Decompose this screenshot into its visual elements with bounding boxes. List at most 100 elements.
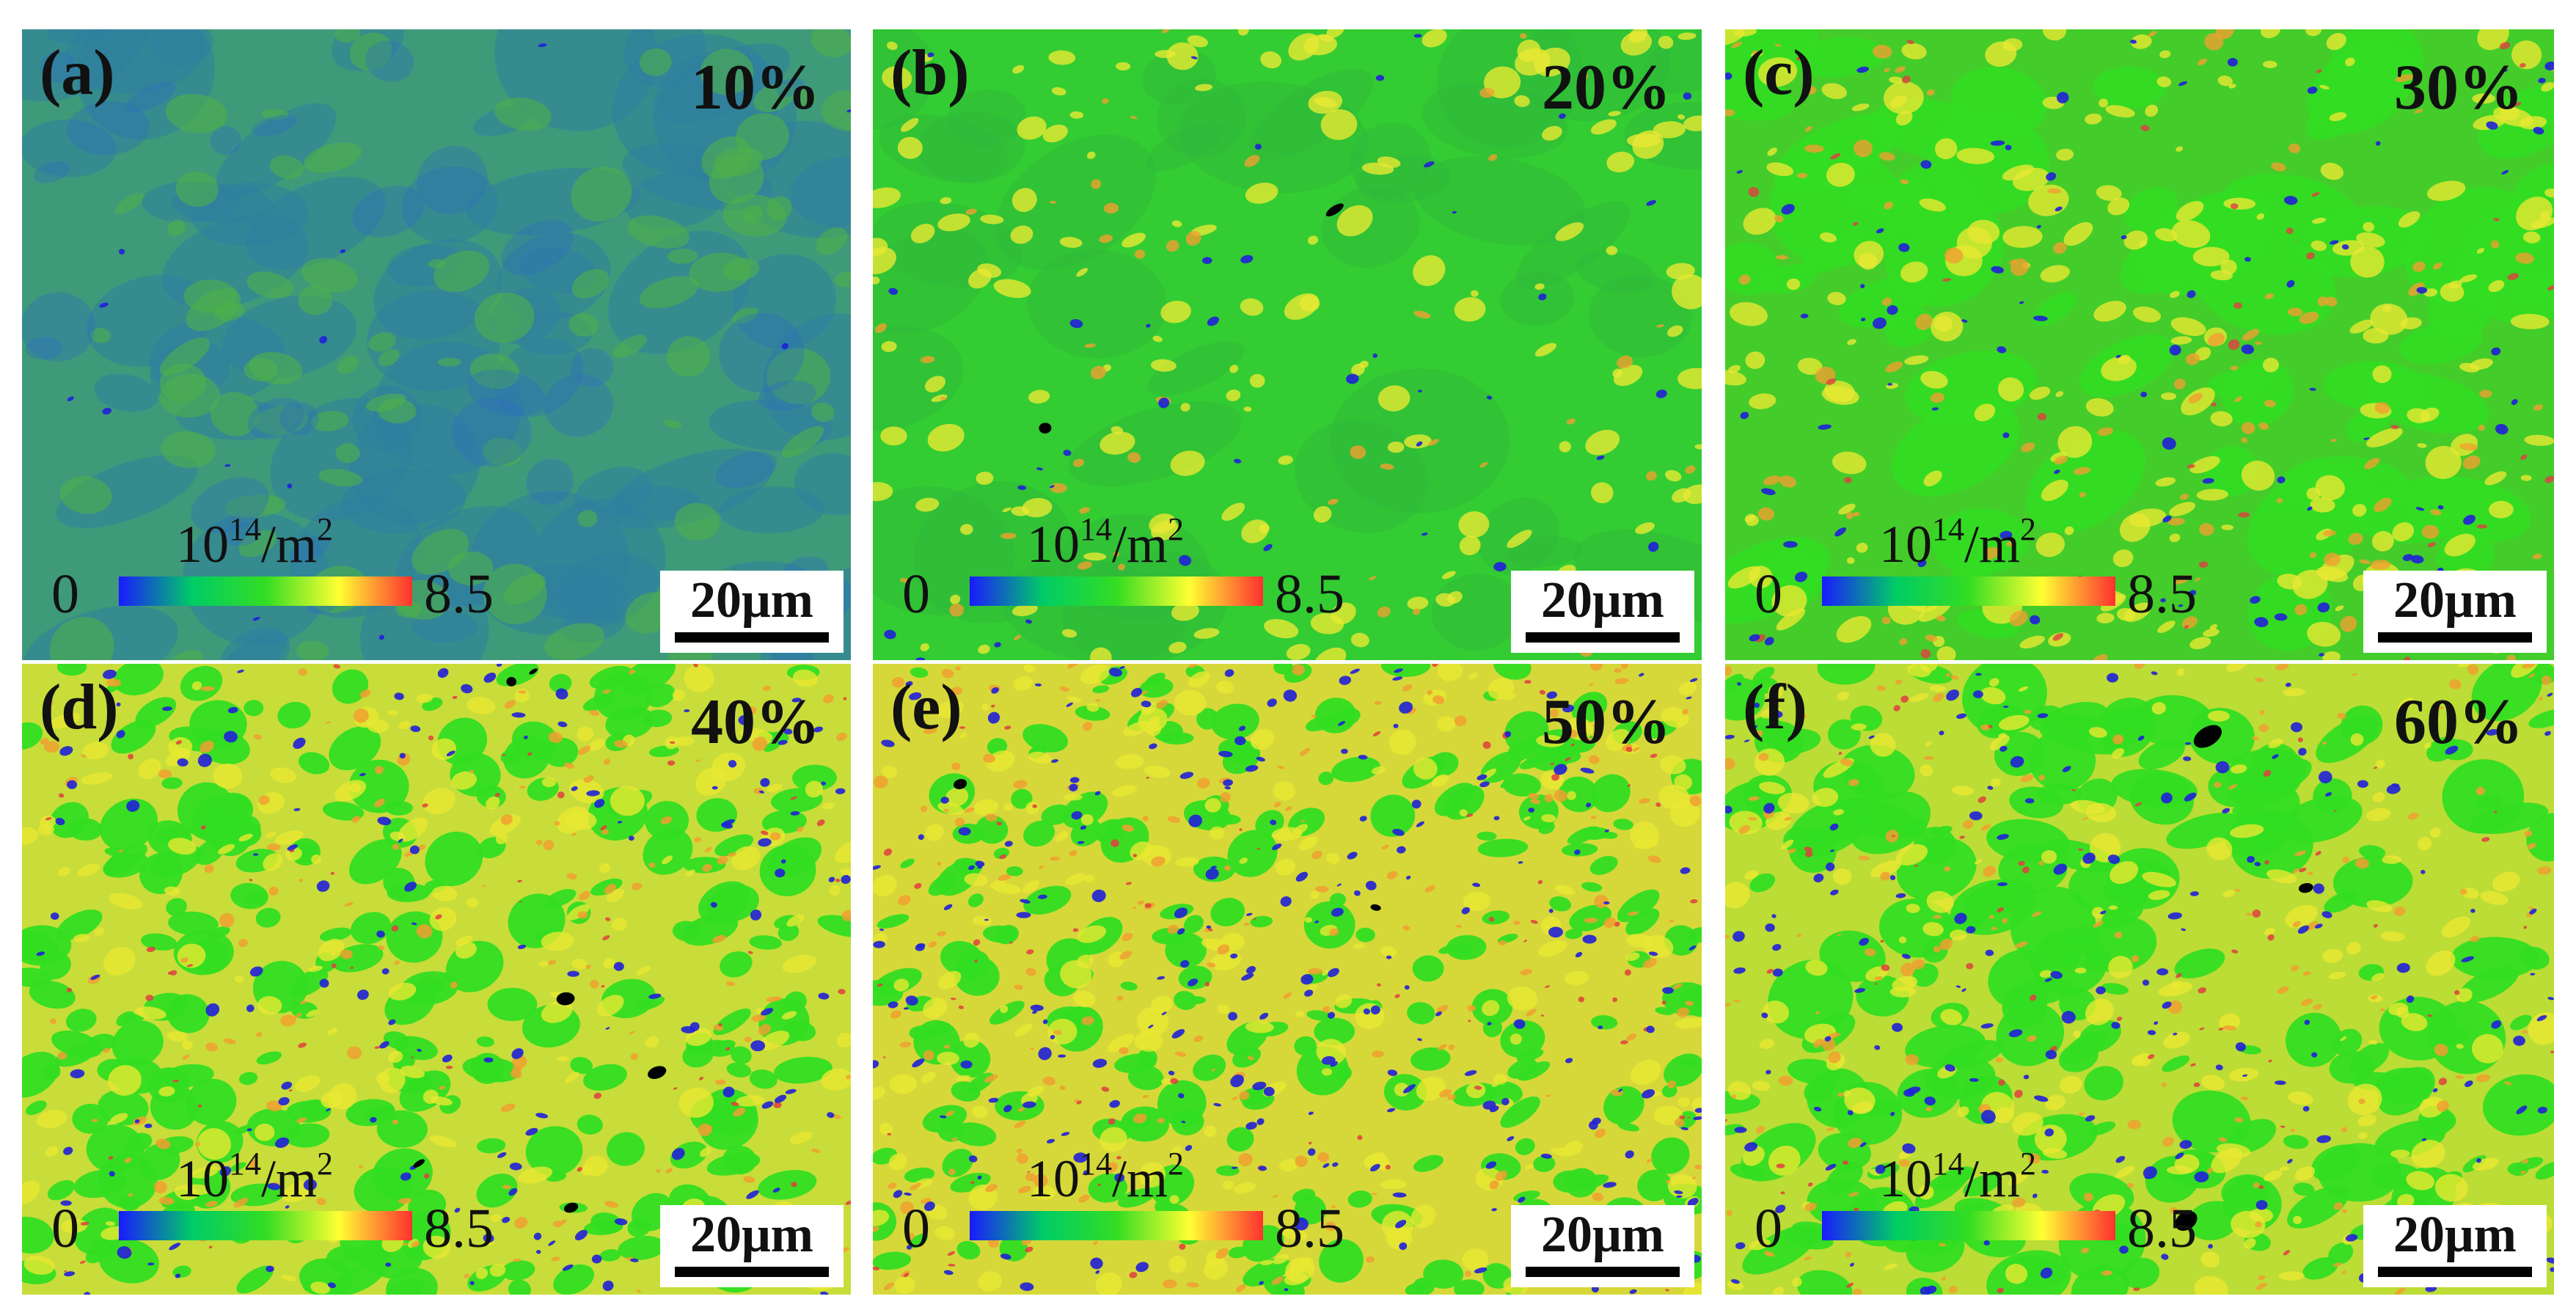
texture-blob <box>2145 104 2159 117</box>
texture-blob <box>2161 392 2177 400</box>
texture-blob <box>2159 50 2171 59</box>
texture-blob <box>2397 1193 2415 1209</box>
texture-blob <box>2074 967 2087 974</box>
texture-blob <box>791 1182 797 1188</box>
texture-blob <box>829 885 841 896</box>
texture-blob <box>55 817 65 826</box>
texture-blob <box>2222 1025 2236 1031</box>
texture-blob <box>577 911 588 919</box>
texture-blob <box>1754 702 1760 709</box>
texture-blob <box>1298 836 1318 851</box>
texture-blob <box>937 213 970 232</box>
texture-blob <box>684 665 714 692</box>
texture-blob <box>1110 839 1119 847</box>
texture-blob <box>781 343 788 350</box>
texture-blob <box>1518 861 1523 864</box>
texture-blob <box>1530 920 1538 924</box>
texture-blob <box>2085 113 2102 125</box>
texture-blob <box>1603 901 1610 904</box>
texture-blob <box>246 1004 255 1012</box>
texture-blob <box>1060 960 1092 989</box>
texture-blob <box>1680 1127 1688 1130</box>
texture-blob <box>1423 1259 1464 1289</box>
texture-blob <box>469 769 475 774</box>
texture-blob <box>1116 995 1124 1001</box>
texture-blob <box>67 702 74 708</box>
texture-blob <box>1239 828 1243 831</box>
texture-blob <box>600 825 607 831</box>
texture-blob <box>1372 1050 1384 1058</box>
texture-blob <box>766 348 831 405</box>
texture-blob <box>2188 590 2197 596</box>
texture-blob <box>948 1263 956 1267</box>
texture-blob <box>233 1198 249 1208</box>
texture-blob <box>2500 105 2520 121</box>
scale-bar: 20μm <box>2363 571 2547 653</box>
texture-blob <box>1311 714 1317 718</box>
texture-blob <box>1313 505 1332 523</box>
texture-blob <box>899 578 910 583</box>
texture-blob <box>167 1031 189 1042</box>
texture-blob <box>432 886 458 901</box>
texture-blob <box>984 1074 998 1083</box>
texture-blob <box>912 1058 925 1068</box>
texture-blob <box>1412 608 1421 615</box>
texture-blob <box>2341 1270 2346 1274</box>
texture-blob <box>1472 882 1481 888</box>
texture-blob <box>1417 1038 1422 1042</box>
texture-blob <box>1518 1196 1526 1203</box>
texture-blob <box>2349 319 2374 334</box>
texture-blob <box>1637 1169 1672 1201</box>
texture-blob <box>387 1050 403 1064</box>
texture-blob <box>1238 725 1246 731</box>
texture-blob <box>995 925 1019 945</box>
texture-blob <box>535 1113 549 1119</box>
texture-blob <box>2523 926 2528 929</box>
texture-blob <box>2189 891 2199 896</box>
texture-blob <box>1273 1282 1294 1295</box>
texture-blob <box>2047 188 2061 194</box>
texture-blob <box>1929 684 1947 692</box>
texture-blob <box>1799 714 1807 720</box>
texture-blob <box>219 627 290 660</box>
texture-blob <box>2071 1265 2129 1295</box>
texture-blob <box>2425 445 2462 480</box>
texture-blob <box>1023 664 1036 673</box>
texture-blob <box>1818 424 1832 430</box>
texture-blob <box>1028 751 1052 764</box>
texture-blob <box>1090 647 1112 660</box>
texture-blob <box>2479 389 2492 398</box>
texture-blob <box>921 1072 936 1083</box>
texture-blob <box>1507 530 1532 549</box>
texture-blob <box>411 1056 414 1058</box>
texture-blob <box>1080 664 1110 684</box>
texture-blob <box>2045 1094 2066 1110</box>
texture-blob <box>1387 441 1405 453</box>
texture-blob <box>400 1065 425 1078</box>
texture-blob <box>186 964 194 967</box>
texture-blob <box>1094 791 1101 796</box>
texture-blob <box>880 426 907 446</box>
texture-blob <box>1370 1005 1380 1015</box>
texture-blob <box>1749 393 1777 409</box>
texture-blob <box>602 689 611 694</box>
texture-blob <box>1614 667 1622 673</box>
texture-blob <box>1752 667 1775 684</box>
texture-blob <box>2108 905 2118 910</box>
texture-blob <box>98 1153 158 1209</box>
texture-blob <box>1772 1287 1785 1295</box>
texture-blob <box>2188 392 2203 404</box>
texture-blob <box>1781 204 1795 215</box>
texture-blob <box>1524 680 1532 684</box>
texture-blob <box>1975 673 1982 676</box>
colorbar-min: 0 <box>51 563 79 625</box>
texture-blob <box>306 1009 319 1017</box>
texture-blob <box>109 1171 115 1177</box>
texture-blob <box>1591 482 1614 504</box>
texture-blob <box>943 1270 954 1276</box>
texture-blob <box>180 957 189 963</box>
texture-blob <box>1730 1278 1740 1284</box>
texture-blob <box>2358 1132 2368 1140</box>
texture-blob <box>2110 860 2139 885</box>
texture-blob <box>940 397 947 400</box>
